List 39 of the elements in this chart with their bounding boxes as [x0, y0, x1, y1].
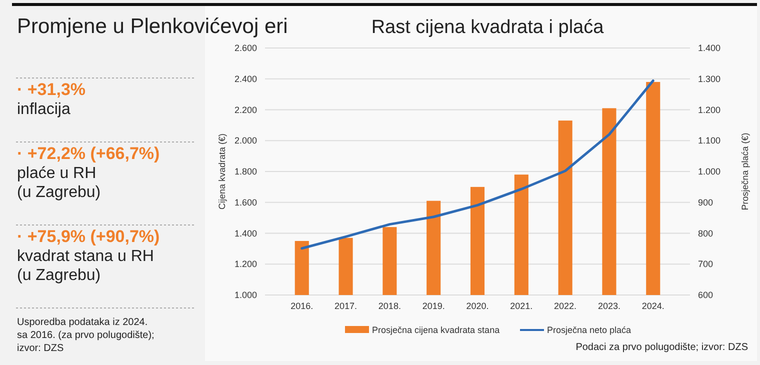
text: · +75,9% (+90,7%) kvadrat stana u RH (u Zagrebu)	[17, 227, 160, 284]
legend-label: Prosječna neto plaća	[547, 325, 632, 335]
y-tick-label: 2.000	[234, 136, 257, 146]
y2-tick-label: 600	[698, 290, 714, 300]
y-axis-title: Cijena kvadrata (€)	[217, 133, 227, 210]
x-tick-label: 2020.	[466, 301, 489, 311]
y2-tick-label: 1.100	[698, 136, 721, 146]
text: · +72,2% (+66,7%) plaće u RH (u Zagrebu)	[17, 144, 160, 201]
y-tick-label: 1.200	[234, 259, 257, 270]
x-tick-label: 2016.	[290, 301, 314, 311]
x-tick-label: 2018.	[378, 301, 401, 311]
y2-tick-label: 700	[698, 259, 714, 270]
x-tick-label: 2024.	[642, 301, 664, 311]
y-tick-label: 1.400	[234, 228, 257, 238]
x-tick-label: 2022.	[554, 301, 577, 311]
y2-tick-label: 1.300	[698, 74, 721, 84]
line-series	[300, 79, 654, 250]
y2-axis-title: Prosječna plaća (€)	[740, 132, 750, 210]
chart-title: Rast cijena kvadrata i plaća	[371, 17, 604, 38]
y-tick-label: 1.600	[234, 197, 257, 208]
y-tick-label: 1.000	[234, 290, 257, 300]
y2-tick-label: 800	[698, 228, 714, 238]
y-tick-label: 1.800	[234, 166, 257, 176]
y-tick-label: 2.200	[234, 104, 257, 115]
y-tick-label: 2.600	[234, 43, 257, 53]
x-tick-label: 2017.	[334, 301, 358, 311]
y2-tick-label: 1.200	[698, 104, 721, 115]
text: Promjene u Plenkovićevoj eri	[17, 15, 288, 38]
x-tick-label: 2019.	[422, 301, 445, 311]
x-tick-label: 2023.	[598, 301, 620, 311]
x-tick-label: 2021.	[510, 301, 533, 311]
y-tick-label: 2.400	[234, 74, 257, 84]
text: · +31,3% inflacija	[17, 80, 86, 118]
y2-tick-label: 1.400	[698, 43, 721, 53]
text: Podaci za prvo polugodište; izvor: DZS	[576, 342, 748, 353]
y2-tick-label: 1.000	[698, 166, 721, 176]
text: Usporedba podataka iz 2024. sa 2016. (za prvo polugodište); izvor: DZS	[17, 317, 154, 354]
y2-tick-label: 900	[698, 197, 714, 208]
legend-label: Prosječna cijena kvadrata stana	[372, 325, 500, 335]
